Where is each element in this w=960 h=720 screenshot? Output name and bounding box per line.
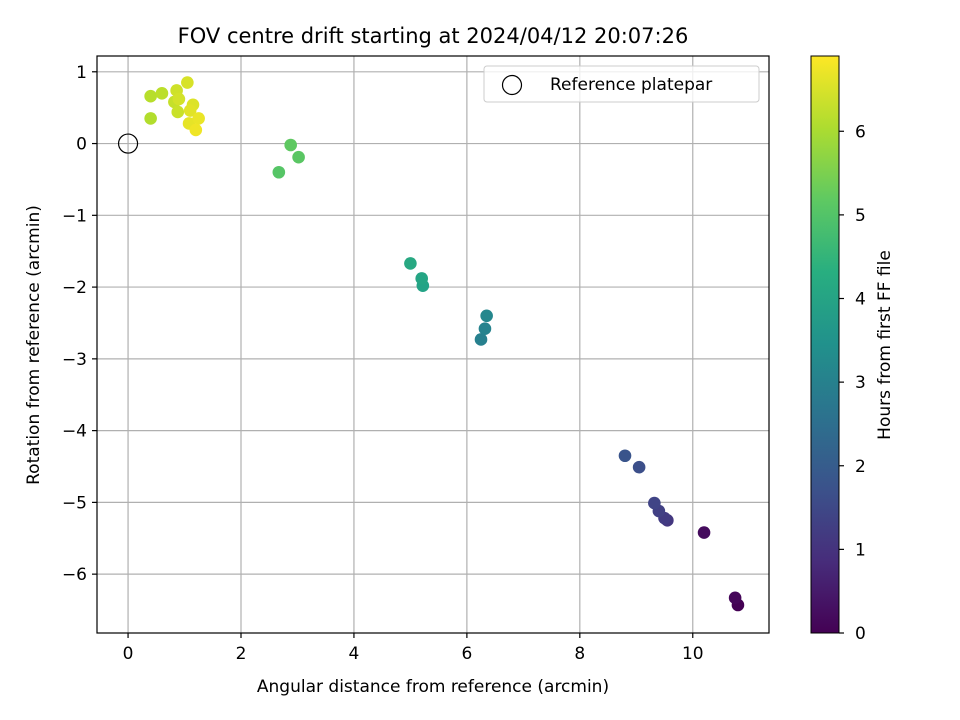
colorbar: 0 1 2 3 4 5 6 Hours from first FF file	[810, 55, 895, 644]
colorbar-tick-label: 5	[855, 206, 866, 226]
data-point	[172, 92, 186, 106]
data-point	[181, 76, 194, 89]
colorbar-tick-label: 4	[855, 290, 866, 310]
reference-point-layer	[117, 133, 139, 154]
data-point	[192, 112, 205, 125]
y-tick-label: 1	[76, 63, 87, 83]
x-tick-label: 10	[682, 644, 704, 664]
legend-box	[483, 65, 760, 103]
y-tick-label: 0	[76, 135, 87, 155]
x-axis-label: Angular distance from reference (arcmin)	[257, 677, 609, 697]
colorbar-gradient	[810, 55, 840, 634]
data-point	[697, 526, 711, 539]
data-point	[144, 112, 157, 125]
data-point	[478, 322, 492, 336]
legend-marker-icon	[501, 74, 523, 96]
data-point	[728, 591, 742, 605]
colorbar-tick-label: 0	[855, 624, 866, 644]
y-tick-label: −2	[62, 278, 87, 298]
data-point	[474, 333, 488, 346]
colorbar-ticks: 0 1 2 3 4 5 6	[839, 122, 866, 644]
x-tick-label: 0	[123, 644, 134, 664]
legend-label: Reference platepar	[550, 75, 712, 95]
data-point	[480, 309, 493, 323]
x-tick-label: 6	[461, 644, 472, 664]
data-point	[189, 123, 203, 137]
reference-point	[117, 133, 139, 154]
data-point	[144, 89, 157, 103]
axes-frame	[96, 55, 770, 634]
data-point	[404, 257, 417, 270]
grid	[97, 56, 769, 633]
data-point	[155, 87, 169, 100]
data-point	[648, 496, 661, 510]
legend: Reference platepar	[483, 65, 760, 103]
y-axis-ticks: 1 0 −1 −2 −3 −4 −5 −6	[62, 63, 97, 585]
data-point	[171, 105, 185, 119]
data-point	[415, 272, 429, 285]
x-tick-label: 8	[574, 644, 585, 664]
data-point	[183, 104, 197, 117]
data-point	[292, 150, 305, 164]
colorbar-tick-label: 6	[855, 122, 866, 142]
data-point	[284, 138, 297, 152]
x-axis-ticks: 0 2 4 6 8 10	[123, 633, 704, 664]
y-axis-label: Rotation from reference (arcmin)	[24, 205, 44, 485]
chart-title: FOV centre drift starting at 2024/04/12 …	[178, 24, 689, 48]
x-tick-label: 2	[236, 644, 247, 664]
y-tick-label: −5	[62, 493, 87, 513]
y-tick-label: −6	[62, 565, 87, 585]
colorbar-tick-label: 1	[855, 540, 866, 560]
colorbar-tick-label: 3	[855, 373, 866, 393]
data-point	[272, 165, 286, 179]
y-tick-label: −4	[62, 422, 87, 442]
data-point	[632, 460, 646, 474]
data-point	[618, 449, 632, 463]
y-tick-label: −3	[62, 350, 87, 370]
data-points	[144, 76, 745, 612]
x-tick-label: 4	[349, 644, 360, 664]
colorbar-label: Hours from first FF file	[875, 250, 895, 440]
y-tick-label: −1	[62, 206, 87, 226]
colorbar-tick-label: 2	[855, 457, 866, 477]
